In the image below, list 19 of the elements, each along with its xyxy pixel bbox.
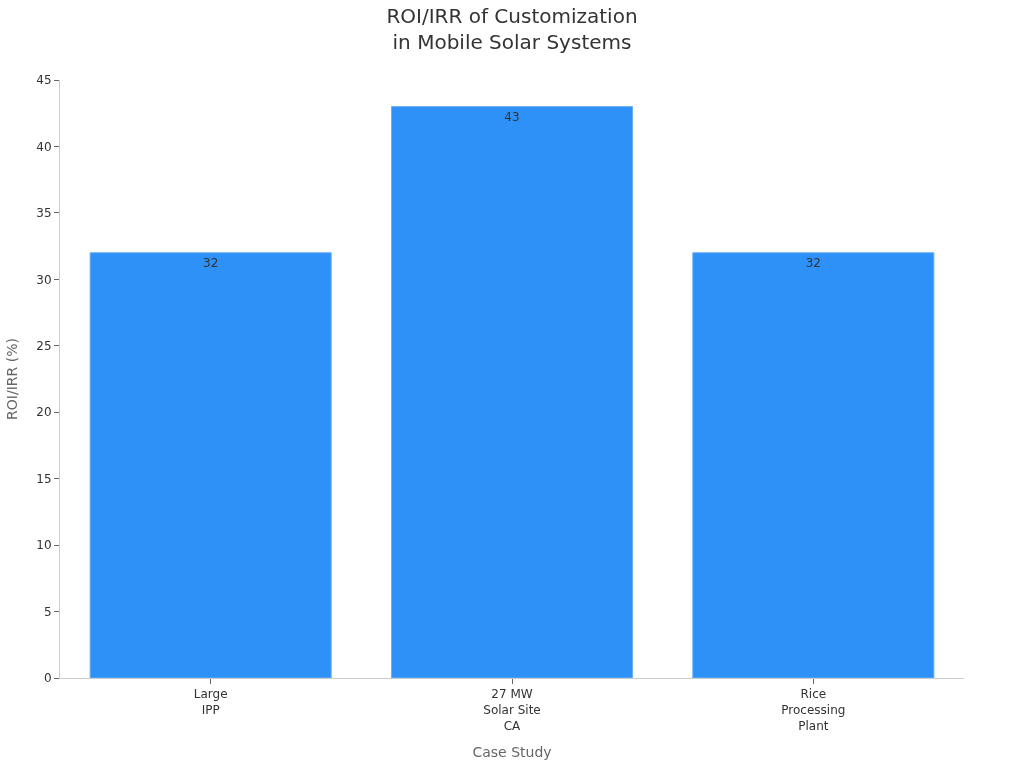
y-tick-label: 25 bbox=[36, 338, 52, 353]
y-tick-label: 15 bbox=[36, 471, 52, 486]
data-label: 43 bbox=[504, 109, 520, 124]
y-tick-label: 20 bbox=[36, 405, 52, 420]
chart-title: ROI/IRR of Customization in Mobile Solar Systems bbox=[386, 4, 638, 55]
y-tick-label: 45 bbox=[36, 73, 52, 88]
x-tick-label: Large IPP bbox=[193, 687, 228, 717]
x-tick-label: 27 MW Solar Site CA bbox=[483, 687, 541, 733]
y-tick-label: 10 bbox=[36, 538, 52, 553]
data-label: 32 bbox=[203, 255, 219, 270]
x-axis-title: Case Study bbox=[472, 743, 552, 760]
y-tick-label: 40 bbox=[36, 139, 52, 154]
y-tick-label: 35 bbox=[36, 206, 52, 221]
y-axis-title: ROI/IRR (%) bbox=[3, 338, 20, 420]
x-tick-label: Rice Processing Plant bbox=[781, 687, 846, 733]
data-label: 32 bbox=[805, 255, 821, 270]
y-tick-label: 0 bbox=[43, 671, 52, 686]
y-tick-label: 30 bbox=[36, 272, 52, 287]
y-tick-label: 5 bbox=[43, 604, 52, 619]
